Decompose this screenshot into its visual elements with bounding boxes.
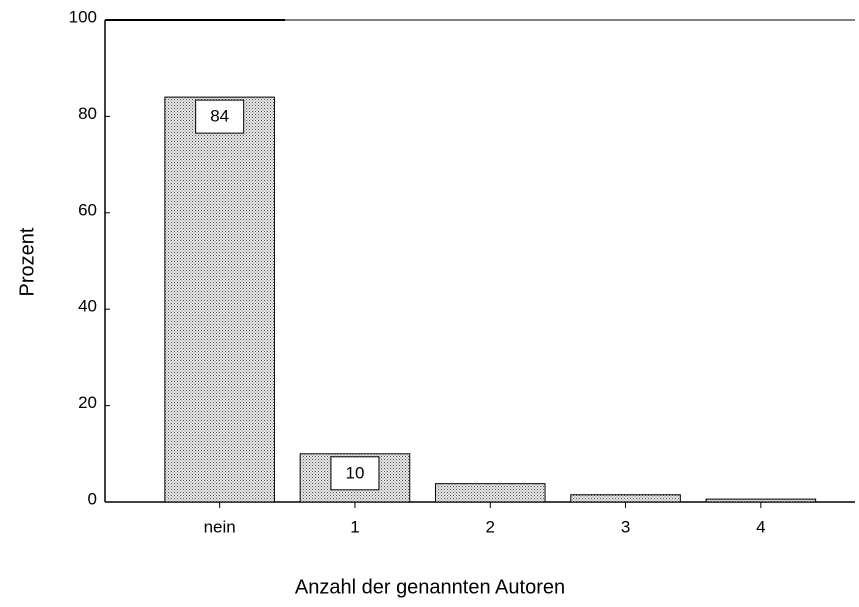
y-tick-label: 20: [78, 393, 97, 412]
value-label-box: [330, 456, 380, 491]
x-tick-label: 2: [486, 517, 495, 536]
y-tick-label: 40: [78, 297, 97, 316]
bar: [164, 96, 275, 503]
value-label: 84: [210, 107, 229, 126]
x-tick-label: 3: [621, 517, 630, 536]
x-axis-label: Anzahl der genannten Autoren: [295, 576, 565, 598]
bar: [434, 483, 546, 503]
y-tick-label: 80: [78, 104, 97, 123]
y-axis-label: Prozent: [16, 227, 38, 296]
x-tick-label: nein: [204, 517, 236, 536]
y-tick-label: 0: [88, 489, 97, 508]
y-tick-label: 60: [78, 200, 97, 219]
y-tick-label: 100: [69, 7, 97, 26]
bar: [570, 494, 681, 503]
bar: [705, 498, 817, 503]
value-label: 10: [345, 463, 364, 482]
x-tick-label: 1: [350, 517, 359, 536]
value-label-box: [195, 99, 245, 134]
x-tick-label: 4: [756, 517, 765, 536]
